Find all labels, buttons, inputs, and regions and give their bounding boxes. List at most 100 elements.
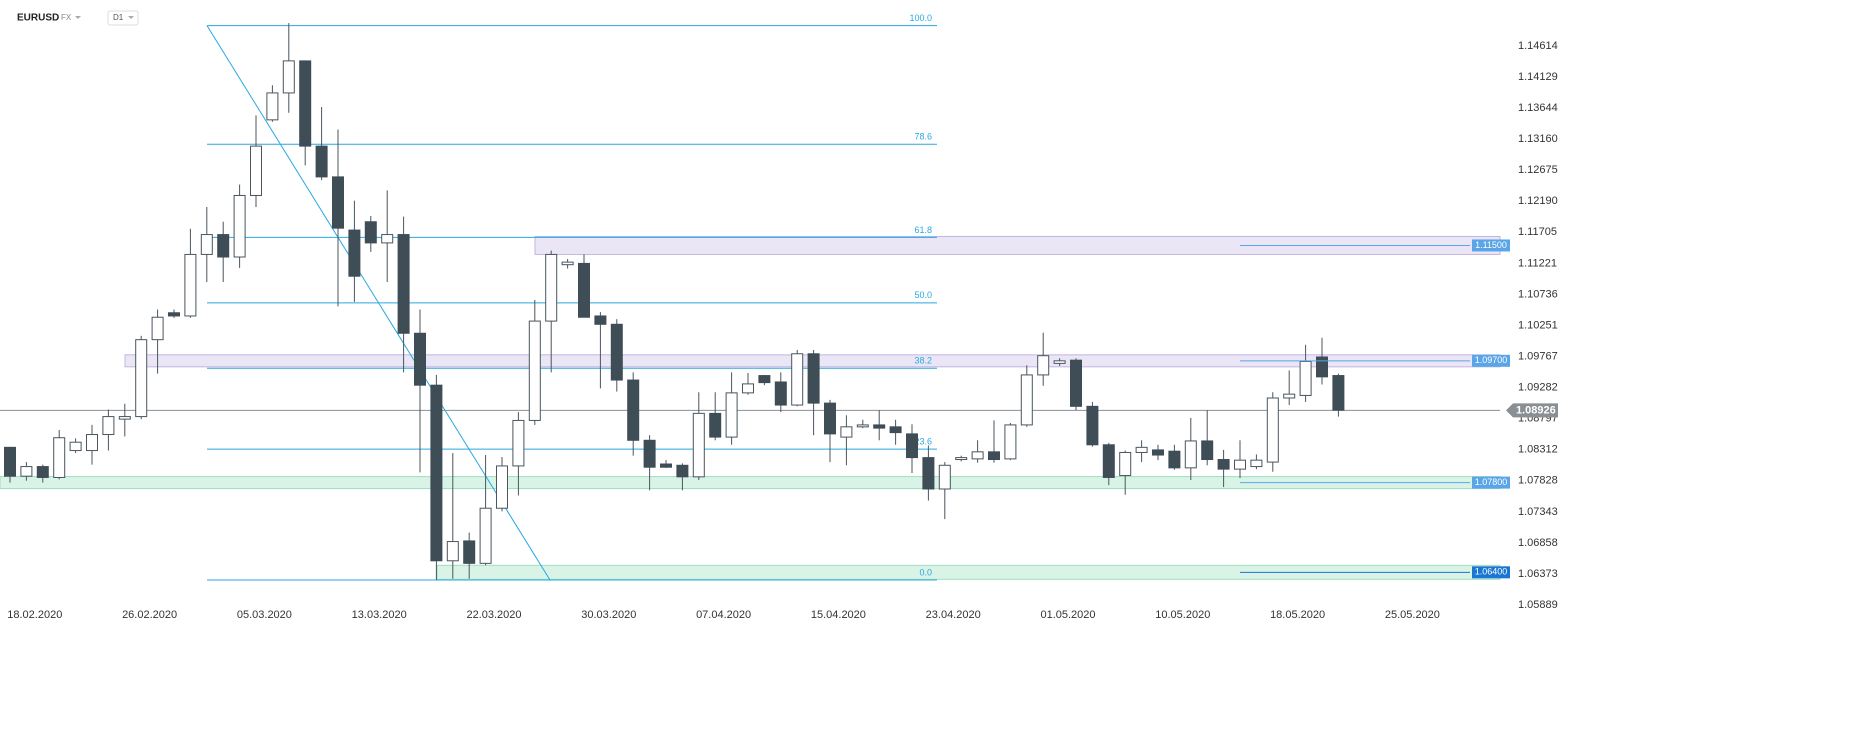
x-tick-label: 23.04.2020 <box>926 609 981 621</box>
candle-body <box>332 176 344 229</box>
candle-body <box>463 540 476 564</box>
candle-body <box>1086 405 1099 446</box>
interval-button[interactable] <box>107 10 139 26</box>
candle-body <box>660 463 672 468</box>
y-tick-label: 1.12190 <box>1518 195 1558 207</box>
y-tick-label: 1.14614 <box>1518 40 1558 52</box>
candle-body <box>217 234 230 258</box>
candle-body <box>856 424 869 428</box>
candle-body <box>282 60 295 94</box>
candle-body <box>250 145 262 196</box>
x-tick-label: 26.02.2020 <box>122 609 177 621</box>
candle-body <box>791 353 804 406</box>
candle-body <box>955 457 968 461</box>
candle-body <box>168 312 180 317</box>
candle-body <box>807 353 820 404</box>
candle-body <box>643 439 656 468</box>
level-tag <box>1472 566 1510 579</box>
y-tick-label: 1.13644 <box>1518 102 1558 114</box>
level-label: 1.11500 <box>1475 240 1507 250</box>
candle-body <box>627 379 640 441</box>
candle-body <box>266 92 279 121</box>
candle-body <box>1250 459 1263 468</box>
x-tick-label: 10.05.2020 <box>1155 609 1210 621</box>
candle-body <box>446 541 459 562</box>
fib-level-label: 0.0 <box>919 567 932 577</box>
candle-body <box>758 375 771 384</box>
candle-body <box>1070 359 1082 407</box>
candle-body <box>561 261 574 266</box>
candle-body <box>151 316 164 341</box>
y-tick-label: 1.12675 <box>1518 164 1558 176</box>
level-label: 1.06400 <box>1475 567 1508 577</box>
candle-body <box>1168 450 1181 469</box>
y-tick-label: 1.07343 <box>1518 506 1558 518</box>
candle-body <box>20 466 33 477</box>
candle-body <box>545 253 558 322</box>
x-tick-label: 07.04.2020 <box>696 609 751 621</box>
last-price-tag <box>1506 403 1558 418</box>
fib-level-label: 38.2 <box>914 356 932 366</box>
fib-level-label: 50.0 <box>914 290 932 300</box>
level-label: 1.07800 <box>1475 477 1508 487</box>
candle-body <box>381 234 394 244</box>
candle-body <box>1234 459 1246 470</box>
candle-body <box>53 437 66 478</box>
candle-body <box>86 434 98 452</box>
candle-body <box>938 464 951 490</box>
candle-body <box>1053 360 1066 364</box>
candle-body <box>774 381 787 406</box>
candle-body <box>184 253 197 317</box>
candle-body <box>1119 451 1132 477</box>
level-tag <box>1472 354 1510 367</box>
candle-body <box>118 416 131 420</box>
candle-body <box>1266 397 1279 463</box>
candle-body <box>1135 446 1148 453</box>
candle-body <box>233 194 246 258</box>
candle-body <box>676 464 689 478</box>
x-tick-label: 15.04.2020 <box>811 609 866 621</box>
candle-body <box>102 416 115 436</box>
candle-body <box>1283 393 1296 399</box>
candle-body <box>1102 444 1115 478</box>
y-tick-label: 1.09767 <box>1518 350 1558 362</box>
candle-body <box>889 426 902 434</box>
candle-body <box>1201 440 1214 461</box>
candle-body <box>709 412 722 438</box>
x-tick-label: 13.03.2020 <box>352 609 407 621</box>
y-tick-label: 1.10251 <box>1518 319 1558 331</box>
market-dropdown[interactable] <box>75 16 81 19</box>
candle-body <box>36 466 49 478</box>
candle-body <box>594 315 607 325</box>
candle-body <box>364 221 377 244</box>
x-tick-label: 22.03.2020 <box>466 609 521 621</box>
level-tag <box>1472 476 1510 489</box>
y-tick-label: 1.10736 <box>1518 288 1558 300</box>
fib-level-label: 61.8 <box>914 225 932 235</box>
candle-body <box>200 234 213 255</box>
candle-body <box>315 145 328 178</box>
x-tick-label: 05.03.2020 <box>237 609 292 621</box>
candle-body <box>725 392 738 438</box>
candle-body <box>1184 440 1197 469</box>
y-tick-label: 1.14129 <box>1518 71 1558 83</box>
candle-body <box>610 323 623 381</box>
candle-body <box>1299 360 1312 396</box>
candle-body <box>922 457 935 490</box>
candle-body <box>840 426 853 438</box>
x-tick-label: 18.02.2020 <box>7 609 62 621</box>
x-tick-label: 25.05.2020 <box>1385 609 1440 621</box>
symbol: EURUSD <box>17 13 59 24</box>
candle-body <box>414 332 426 386</box>
candle-body <box>906 433 918 459</box>
candle-body <box>299 60 312 147</box>
candle-body <box>578 262 590 318</box>
y-tick-label: 1.09282 <box>1518 382 1558 394</box>
fib-level-label: 23.6 <box>914 437 932 447</box>
candle-body <box>742 383 754 394</box>
market: FX <box>61 13 72 22</box>
level-label: 1.09700 <box>1475 355 1508 365</box>
candle-body <box>1316 356 1328 378</box>
